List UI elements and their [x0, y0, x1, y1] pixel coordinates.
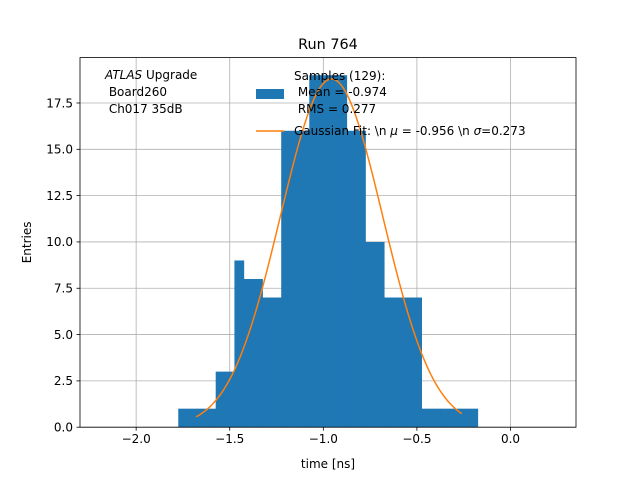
x-tick-label: 0.0 — [501, 432, 520, 446]
y-tick-label: 15.0 — [46, 143, 73, 157]
atlas-annotation: ATLAS Upgrade Board260 Ch017 35dB — [104, 68, 197, 116]
histogram-bar — [346, 130, 366, 428]
legend-fit-label: Gaussian Fit: \n μ = -0.956 \n σ=0.273 — [294, 124, 526, 138]
y-tick-label: 5.0 — [54, 328, 73, 342]
y-tick-label: 2.5 — [54, 374, 73, 388]
annotation-atlas: ATLAS — [104, 68, 143, 82]
x-tick-label: −1.0 — [309, 432, 338, 446]
histogram-bar — [365, 241, 385, 428]
legend-fit-sigma: σ — [474, 124, 482, 138]
gaussian-fit-curve — [195, 78, 463, 418]
x-tick-label: −2.0 — [122, 432, 151, 446]
y-tick-label: 0.0 — [54, 421, 73, 435]
histogram-bar — [178, 408, 198, 428]
y-tick-label: 7.5 — [54, 282, 73, 296]
y-tick-label: 12.5 — [46, 189, 73, 203]
legend-histogram-line1: Samples (129): — [294, 69, 385, 83]
histogram-bar — [262, 297, 282, 428]
legend-fit-pre: Gaussian Fit: \n — [294, 124, 390, 138]
histogram-bar — [384, 297, 404, 428]
x-tick-label: −1.5 — [215, 432, 244, 446]
histogram-bar — [290, 130, 310, 428]
legend-histogram-swatch — [256, 89, 284, 99]
histogram-bar — [421, 408, 441, 428]
plot-frame — [79, 57, 577, 428]
legend-histogram-line3: RMS = 0.277 — [294, 102, 376, 116]
histogram-bar — [459, 408, 479, 428]
legend-fit-mu: μ — [389, 124, 398, 138]
y-axis-ticks: 0.0 2.5 5.0 7.5 10.0 12.5 15.0 17.5 — [46, 96, 80, 435]
y-axis-label: Entries — [20, 222, 34, 264]
histogram-bar — [281, 130, 291, 428]
histogram-bar — [402, 297, 422, 428]
x-axis-ticks: −2.0 −1.5 −1.0 −0.5 0.0 — [122, 427, 520, 446]
histogram-bar — [309, 75, 329, 428]
histogram-bar — [215, 371, 235, 428]
histogram-bar — [440, 408, 460, 428]
legend: Samples (129): Mean = -0.974 RMS = 0.277… — [256, 69, 526, 138]
legend-fit-post: =0.273 — [481, 124, 525, 138]
histogram-bar — [243, 278, 263, 428]
chart-title: Run 764 — [298, 37, 358, 53]
annotation-upgrade: Upgrade — [142, 68, 197, 82]
y-tick-label: 10.0 — [46, 235, 73, 249]
histogram-bar — [328, 75, 348, 428]
annotation-line1: ATLAS Upgrade — [104, 68, 197, 82]
histogram-bar — [234, 260, 245, 428]
annotation-board: Board260 — [105, 85, 167, 99]
y-tick-label: 17.5 — [46, 96, 73, 110]
legend-histogram-line2: Mean = -0.974 — [294, 85, 387, 99]
x-axis-label: time [ns] — [301, 457, 355, 471]
histogram-bar — [196, 408, 217, 428]
histogram-bars — [178, 75, 479, 428]
annotation-channel: Ch017 35dB — [105, 102, 183, 116]
legend-fit-mid: = -0.956 \n — [398, 124, 474, 138]
x-tick-label: −0.5 — [402, 432, 431, 446]
